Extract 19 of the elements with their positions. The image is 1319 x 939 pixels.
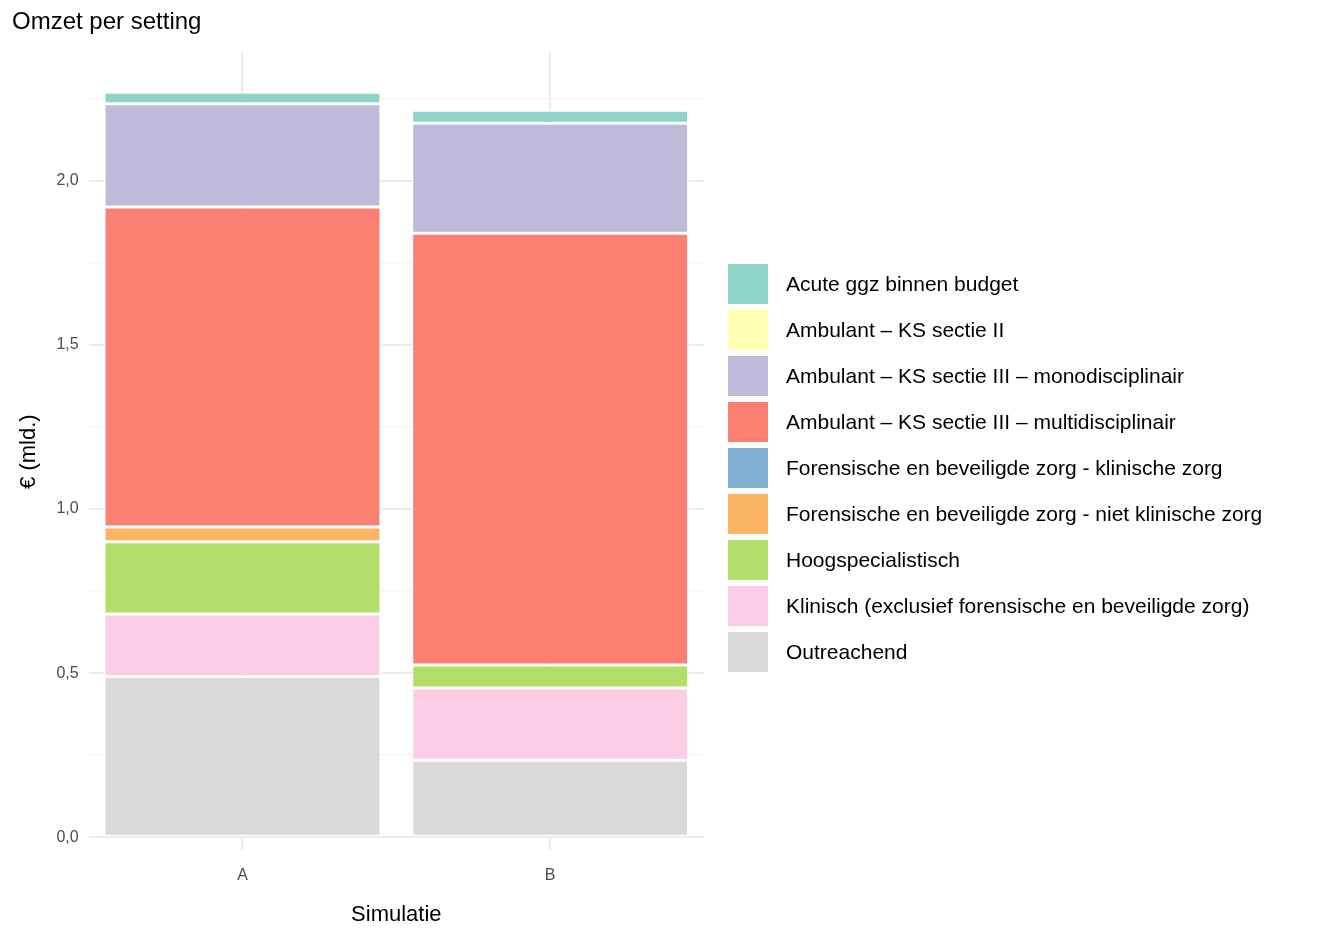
x-axis-title: Simulatie	[351, 900, 442, 926]
chart-title: Omzet per setting	[12, 7, 202, 35]
legend-label: Outreachend	[786, 640, 908, 664]
y-tick-label: 2,0	[56, 171, 79, 189]
y-tick-label: 1,5	[56, 335, 79, 353]
y-tick-label: 1,0	[56, 499, 79, 517]
legend-label: Ambulant – KS sectie III – monodisciplinair	[786, 364, 1185, 388]
y-axis-title: € (mld.)	[15, 414, 41, 489]
legend-label: Hoogspecialistisch	[786, 548, 960, 572]
y-tick-label: 0,0	[56, 827, 79, 845]
legend-label: Acute ggz binnen budget	[786, 272, 1019, 296]
x-tick-label: B	[544, 866, 556, 884]
legend-label: Forensische en beveiligde zorg - niet klinische zorg	[786, 502, 1263, 526]
legend-label: Klinisch (exclusief forensische en beveiligde zorg)	[786, 594, 1250, 618]
y-tick-label: 0,5	[56, 663, 79, 681]
legend-label: Ambulant – KS sectie III – multidisciplinair	[786, 410, 1176, 434]
legend-label: Forensische en beveiligde zorg - klinische zorg	[786, 456, 1223, 480]
legend-label: Ambulant – KS sectie II	[786, 318, 1005, 342]
x-tick-label: A	[237, 866, 249, 884]
